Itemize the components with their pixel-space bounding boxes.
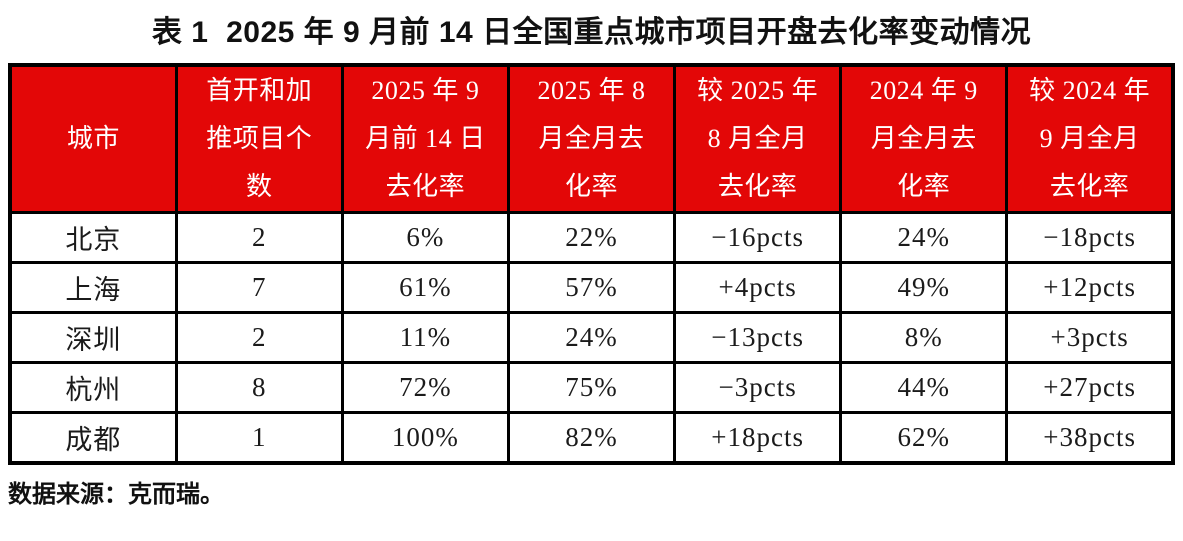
cell-project-count: 2 bbox=[174, 311, 344, 365]
cell-diff-2024-09: +3pcts bbox=[1005, 311, 1175, 365]
cell-project-count: 1 bbox=[174, 411, 344, 465]
page-title: 表 1 2025 年 9 月前 14 日全国重点城市项目开盘去化率变动情况 bbox=[151, 16, 1032, 49]
cell-diff-2025-08: +18pcts bbox=[673, 411, 843, 465]
col-header-project-count: 首开和加 推项目个 数 bbox=[174, 63, 344, 215]
cell-diff-2024-09: +27pcts bbox=[1005, 361, 1175, 415]
cell-rate-2025-09: 72% bbox=[340, 361, 510, 415]
cell-diff-2024-09: −18pcts bbox=[1005, 211, 1175, 265]
cell-rate-2025-08: 24% bbox=[506, 311, 677, 365]
col-header-vs-2025-08: 较 2025 年 8 月全月 去化率 bbox=[673, 63, 843, 215]
cell-project-count: 2 bbox=[174, 211, 344, 265]
table-body: 北京 2 6% 22% −16pcts 24% −18pcts 上海 7 61%… bbox=[8, 211, 1175, 465]
cell-project-count: 8 bbox=[174, 361, 344, 415]
col-header-2025-09-first14-rate: 2025 年 9 月前 14 日 去化率 bbox=[340, 63, 510, 215]
cell-project-count: 7 bbox=[174, 261, 344, 315]
page: 表 1 2025 年 9 月前 14 日全国重点城市项目开盘去化率变动情况 城市… bbox=[0, 7, 1183, 509]
cell-rate-2024-09: 8% bbox=[839, 311, 1009, 365]
header-row: 城市 首开和加 推项目个 数 2025 年 9 月前 14 日 去化率 2025… bbox=[8, 63, 1175, 215]
cell-diff-2024-09: +38pcts bbox=[1005, 411, 1175, 465]
col-header-city: 城市 bbox=[8, 63, 178, 215]
cell-city: 北京 bbox=[8, 211, 178, 265]
cell-rate-2025-09: 6% bbox=[340, 211, 510, 265]
cell-rate-2025-08: 57% bbox=[506, 261, 677, 315]
cell-rate-2025-09: 11% bbox=[340, 311, 510, 365]
cell-rate-2025-08: 82% bbox=[506, 411, 677, 465]
cell-city: 上海 bbox=[8, 261, 178, 315]
cell-diff-2024-09: +12pcts bbox=[1005, 261, 1175, 315]
col-header-2025-08-rate: 2025 年 8 月全月去 化率 bbox=[506, 63, 677, 215]
cell-rate-2025-08: 75% bbox=[506, 361, 677, 415]
cell-diff-2025-08: −16pcts bbox=[673, 211, 843, 265]
data-source-note: 数据来源：克而瑞。 bbox=[8, 480, 224, 508]
cell-city: 深圳 bbox=[8, 311, 178, 365]
cell-diff-2025-08: −13pcts bbox=[673, 311, 843, 365]
cell-diff-2025-08: −3pcts bbox=[673, 361, 843, 415]
cell-rate-2025-09: 61% bbox=[340, 261, 510, 315]
table-row-shanghai: 上海 7 61% 57% +4pcts 49% +12pcts bbox=[8, 261, 1175, 315]
table-header: 城市 首开和加 推项目个 数 2025 年 9 月前 14 日 去化率 2025… bbox=[8, 63, 1175, 215]
cell-rate-2024-09: 49% bbox=[839, 261, 1009, 315]
cell-city: 杭州 bbox=[8, 361, 178, 415]
cell-city: 成都 bbox=[8, 411, 178, 465]
table-row-chengdu: 成都 1 100% 82% +18pcts 62% +38pcts bbox=[8, 411, 1175, 465]
cell-rate-2025-08: 22% bbox=[506, 211, 677, 265]
cell-rate-2024-09: 44% bbox=[839, 361, 1009, 415]
table-row-shenzhen: 深圳 2 11% 24% −13pcts 8% +3pcts bbox=[8, 311, 1175, 365]
cell-rate-2025-09: 100% bbox=[340, 411, 510, 465]
table-row-beijing: 北京 2 6% 22% −16pcts 24% −18pcts bbox=[8, 211, 1175, 265]
cell-rate-2024-09: 62% bbox=[839, 411, 1009, 465]
cell-diff-2025-08: +4pcts bbox=[673, 261, 843, 315]
cell-rate-2024-09: 24% bbox=[839, 211, 1009, 265]
col-header-vs-2024-09: 较 2024 年 9 月全月 去化率 bbox=[1005, 63, 1175, 215]
col-header-2024-09-rate: 2024 年 9 月全月去 化率 bbox=[839, 63, 1009, 215]
sell-through-table: 城市 首开和加 推项目个 数 2025 年 9 月前 14 日 去化率 2025… bbox=[8, 63, 1175, 465]
table-row-hangzhou: 杭州 8 72% 75% −3pcts 44% +27pcts bbox=[8, 361, 1175, 415]
